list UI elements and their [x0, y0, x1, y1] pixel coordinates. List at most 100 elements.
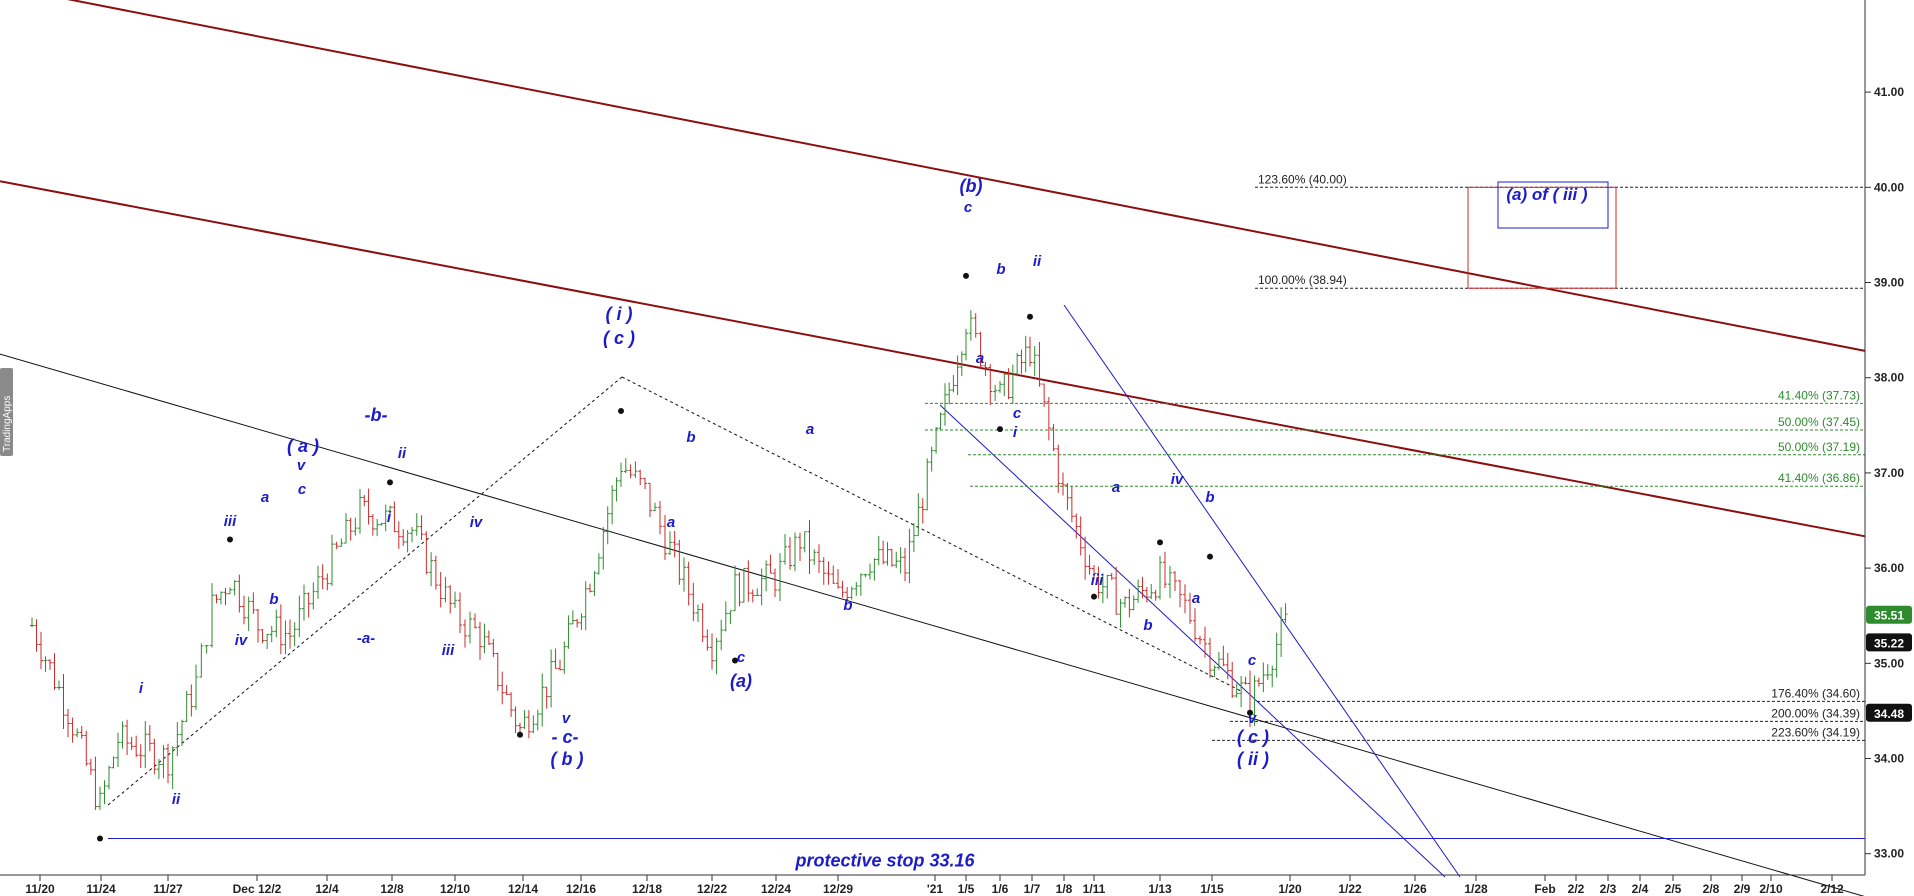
price-bar [759, 568, 764, 606]
price-bar [648, 482, 652, 518]
price-badge-0 [1866, 605, 1912, 624]
price-bar [424, 531, 429, 575]
wave-label-11: i [387, 509, 392, 526]
price-bar [821, 557, 826, 585]
wave-label-36: iv [1171, 471, 1185, 488]
wave-label-39: c [1248, 652, 1257, 669]
wave-label-38: a [1192, 590, 1200, 607]
price-bar [251, 592, 256, 614]
price-bar [330, 534, 334, 586]
x-tick-label-31: 2/9 [1734, 882, 1751, 896]
price-bar [1065, 483, 1070, 511]
x-tick-label-23: 1/26 [1403, 882, 1427, 896]
price-bar [836, 569, 840, 589]
price-bar [348, 517, 353, 541]
price-bar [353, 517, 358, 536]
price-bar [723, 601, 728, 632]
price-bar [881, 540, 886, 565]
price-bar [260, 628, 265, 644]
pivot-point-6 [963, 272, 969, 279]
price-bar [443, 576, 448, 603]
price-bar [988, 364, 993, 406]
price-bar [959, 351, 964, 376]
wave-label-29: ii [1033, 253, 1042, 270]
price-bar [1279, 607, 1284, 658]
price-bar [189, 684, 194, 717]
price-bar [1061, 472, 1065, 496]
price-bar [1046, 397, 1051, 441]
price-bar [438, 571, 443, 608]
price-bar [175, 722, 180, 757]
price-bar [1028, 336, 1032, 367]
price-bar [798, 532, 802, 562]
price-bar [653, 502, 657, 512]
price-bar [379, 522, 384, 526]
price-bar [1256, 677, 1261, 687]
price-bar [39, 631, 43, 670]
price-bar [463, 619, 467, 648]
price-bar [288, 619, 292, 649]
price-bar [614, 477, 619, 502]
price-bar [210, 583, 214, 648]
price-bar [433, 555, 438, 590]
price-bar [802, 531, 807, 553]
price-bar [619, 462, 623, 488]
price-bar [920, 498, 925, 524]
x-tick-label-17: 1/8 [1056, 882, 1073, 896]
price-bar [686, 561, 691, 606]
price-bar [1203, 626, 1207, 658]
price-bar [907, 528, 912, 584]
wave-label-2: iii [224, 513, 237, 530]
wave-label-4: a [261, 489, 269, 506]
price-bar [166, 743, 170, 784]
price-bar [605, 506, 610, 545]
wave-label-12: -a- [357, 630, 375, 647]
wave-label-22: c [737, 649, 746, 666]
pivot-point-3 [517, 731, 523, 738]
fib-label-3: 50.00% (37.45) [1778, 415, 1860, 429]
price-bar [737, 572, 742, 607]
price-bar [1178, 580, 1182, 608]
price-bar [741, 567, 746, 603]
price-bar [405, 529, 410, 553]
price-bar [34, 619, 39, 652]
price-bar [138, 744, 143, 769]
fib-label-7: 200.00% (34.39) [1771, 706, 1860, 720]
price-bar [1283, 603, 1288, 623]
price-bar [1006, 368, 1011, 400]
wave-label-25: b [843, 597, 852, 614]
blue-channel-upper [1063, 304, 1461, 878]
price-bar [311, 582, 316, 610]
price-bar [375, 518, 380, 537]
price-bar [57, 680, 61, 691]
price-bar [297, 595, 302, 638]
price-bar [491, 638, 496, 658]
price-bar [592, 571, 597, 597]
price-bar [410, 527, 414, 543]
fib-label-2: 41.40% (37.73) [1778, 388, 1860, 402]
price-bar [93, 756, 98, 810]
y-tick-label-8: 41.00 [1874, 85, 1904, 99]
price-bar [504, 685, 509, 696]
price-bar [79, 726, 84, 739]
fib-label-0: 123.60% (40.00) [1258, 172, 1347, 186]
x-tick-label-24: 1/28 [1464, 882, 1488, 896]
price-bar [302, 584, 306, 621]
x-tick-label-3: Dec 12/2 [233, 882, 282, 896]
price-badge-2 [1866, 703, 1912, 722]
x-tick-label-19: 1/13 [1148, 882, 1172, 896]
price-bar [817, 544, 821, 573]
x-tick-label-28: 2/4 [1632, 882, 1649, 896]
fib-label-5: 41.40% (36.86) [1778, 471, 1860, 485]
pivot-point-5 [732, 657, 738, 664]
target-label-box [1497, 181, 1609, 229]
price-bar [778, 553, 782, 601]
x-tick-label-10: 12/22 [697, 882, 727, 896]
x-tick-label-20: 1/15 [1200, 882, 1224, 896]
price-bar [1140, 576, 1145, 599]
price-bar [1037, 341, 1042, 387]
price-bar [429, 552, 434, 587]
price-bar [911, 523, 916, 553]
wave-a-guide [621, 376, 1244, 693]
price-bar [633, 461, 638, 478]
